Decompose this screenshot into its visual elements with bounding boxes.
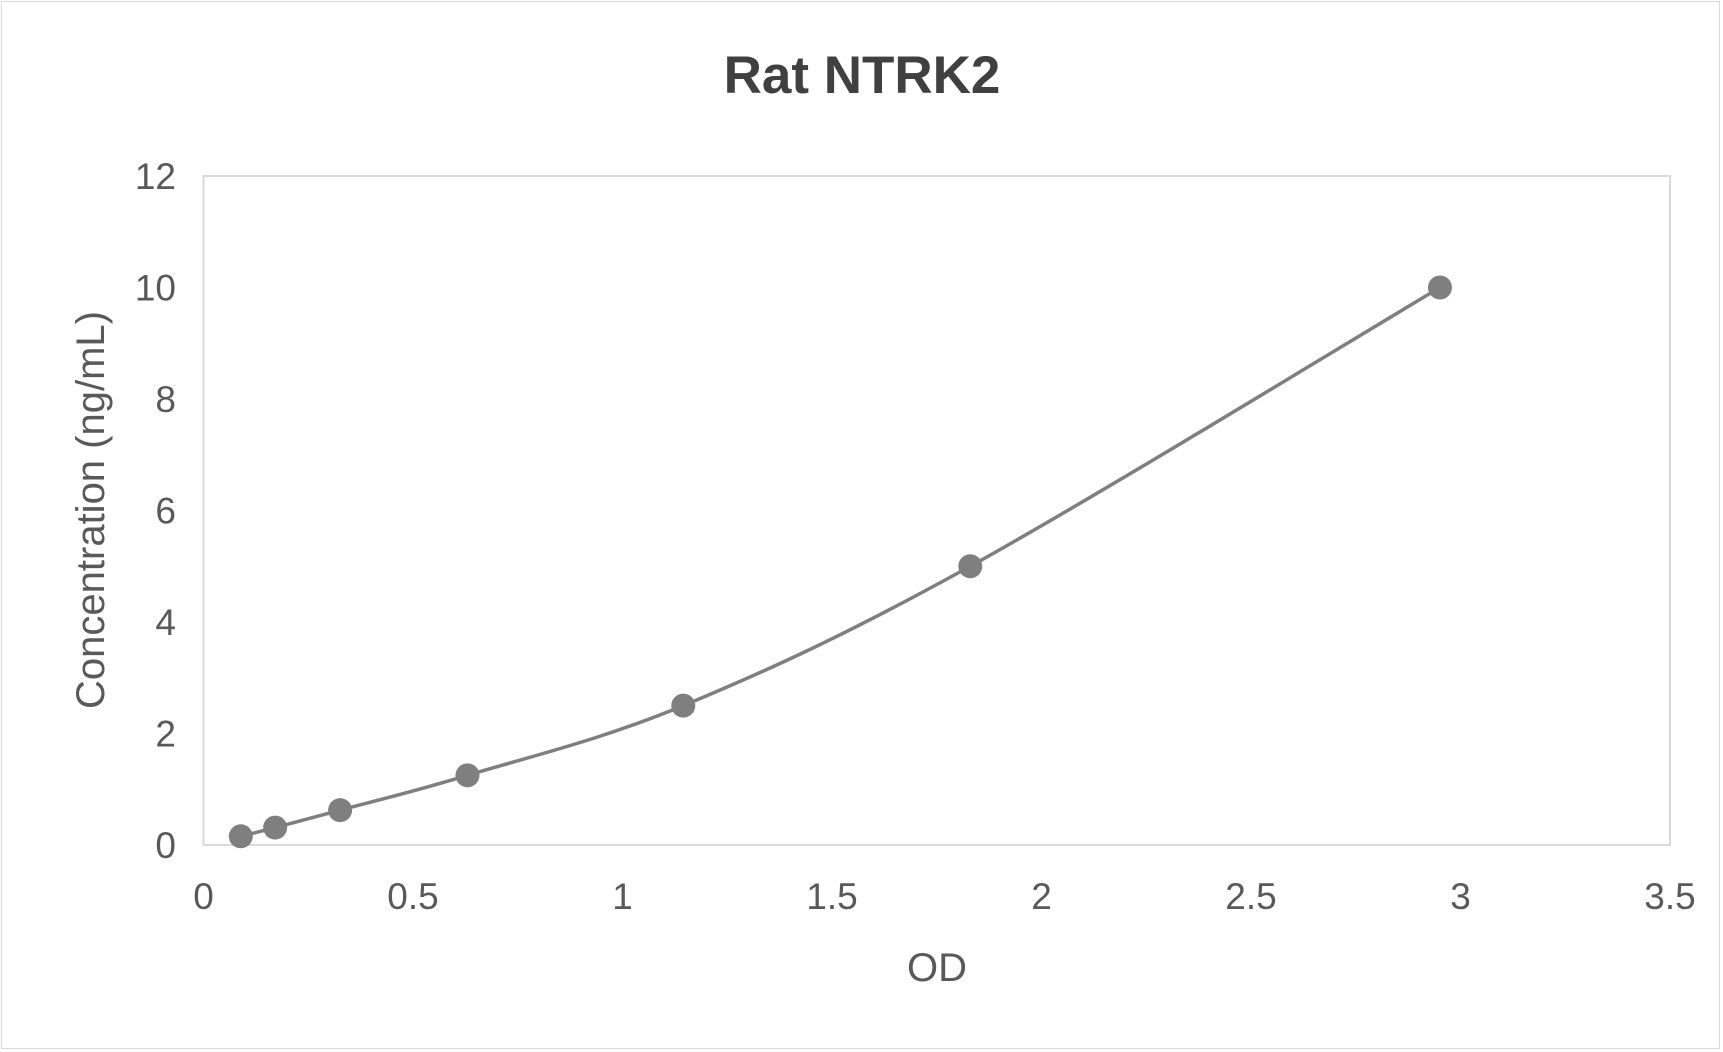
- x-tick-label: 2: [1031, 876, 1052, 917]
- y-tick-label: 2: [155, 714, 176, 755]
- data-point: [455, 763, 480, 788]
- data-point: [228, 824, 253, 849]
- y-tick-label: 8: [155, 379, 176, 420]
- y-tick-label: 10: [135, 268, 176, 309]
- y-tick-label: 0: [155, 825, 176, 866]
- chart-title: Rat NTRK2: [724, 46, 1001, 105]
- x-tick-label: 2.5: [1225, 876, 1276, 917]
- x-tick-label: 3.5: [1644, 876, 1695, 917]
- y-tick-label: 4: [155, 602, 176, 643]
- x-tick-label: 3: [1450, 876, 1471, 917]
- y-axis-label: Concentration (ng/mL): [69, 311, 113, 709]
- x-axis-label: OD: [907, 946, 967, 990]
- x-tick-label: 0: [193, 876, 214, 917]
- plot-area: [202, 175, 1671, 846]
- data-point: [1427, 275, 1452, 300]
- y-tick-label: 12: [135, 156, 176, 197]
- data-point: [958, 554, 983, 579]
- y-tick-label: 6: [155, 491, 176, 532]
- data-point: [263, 815, 288, 840]
- data-point: [671, 693, 696, 718]
- x-tick-label: 1.5: [806, 876, 857, 917]
- data-point: [328, 798, 353, 823]
- series-line: [240, 285, 1441, 838]
- x-tick-label: 0.5: [387, 876, 438, 917]
- x-tick-label: 1: [612, 876, 633, 917]
